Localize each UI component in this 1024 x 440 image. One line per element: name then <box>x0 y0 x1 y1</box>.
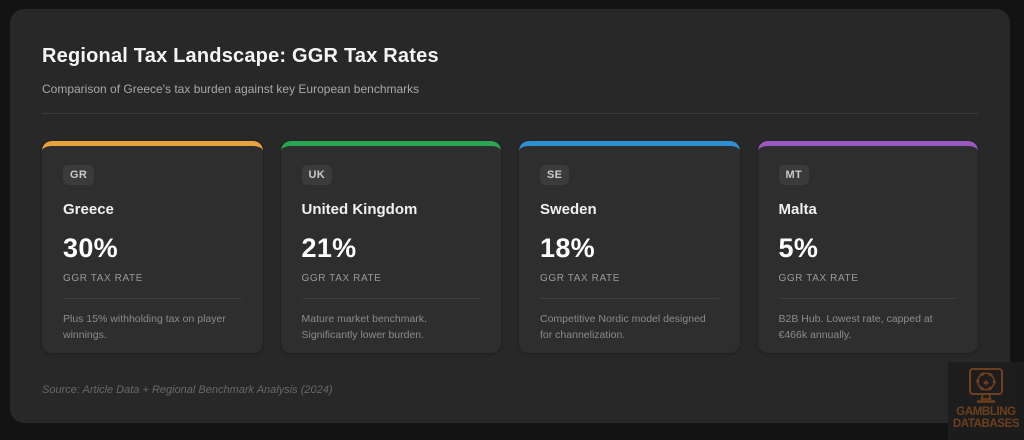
monitor-casino-chip-icon: ♠ <box>969 368 1003 403</box>
country-card-uk: UK United Kingdom 21% GGR TAX RATE Matur… <box>280 141 501 353</box>
country-note: Plus 15% withholding tax on player winni… <box>63 313 226 342</box>
main-panel: Regional Tax Landscape: GGR Tax Rates Co… <box>10 9 1010 423</box>
country-card-malta: MT Malta 5% GGR TAX RATE B2B Hub. Lowest… <box>757 141 978 353</box>
country-name: Sweden <box>540 201 597 218</box>
card-divider <box>778 298 957 299</box>
tax-rate-value: 18% <box>540 233 595 263</box>
country-note: Competitive Nordic model designed for ch… <box>540 313 706 342</box>
country-name: Malta <box>778 201 817 218</box>
card-divider <box>63 298 242 299</box>
country-name: United Kingdom <box>301 201 418 218</box>
header-divider <box>42 113 978 114</box>
tax-rate-value: 5% <box>778 233 819 263</box>
svg-text:♠: ♠ <box>983 377 989 388</box>
country-code-badge: SE <box>540 165 570 185</box>
tax-rate-label: GGR TAX RATE <box>301 273 382 284</box>
tax-rate-value: 21% <box>301 233 357 263</box>
country-note: B2B Hub. Lowest rate, capped at €466k an… <box>778 313 933 342</box>
country-code-badge: GR <box>63 165 95 185</box>
page-title: Regional Tax Landscape: GGR Tax Rates <box>42 45 439 67</box>
watermark-text-line1: GAMBLING <box>956 406 1016 418</box>
country-card-sweden: SE Sweden 18% GGR TAX RATE Competitive N… <box>519 141 740 353</box>
source-attribution: Source: Article Data + Regional Benchmar… <box>42 384 333 396</box>
tax-rate-value: 30% <box>63 233 118 263</box>
card-divider <box>301 298 480 299</box>
country-cards-row: GR Greece 30% GGR TAX RATE Plus 15% with… <box>42 141 978 353</box>
watermark-text-line2: DATABASES <box>952 417 1020 430</box>
country-code-badge: UK <box>301 165 332 185</box>
tax-rate-label: GGR TAX RATE <box>540 273 620 284</box>
country-note: Mature market benchmark. Significantly l… <box>301 313 427 342</box>
country-card-greece: GR Greece 30% GGR TAX RATE Plus 15% with… <box>42 141 263 353</box>
gambling-databases-watermark: ♠ GAMBLING DATABASES <box>948 362 1024 440</box>
tax-rate-label: GGR TAX RATE <box>63 273 143 284</box>
tax-rate-label: GGR TAX RATE <box>778 273 859 284</box>
country-name: Greece <box>63 201 114 218</box>
page-subtitle: Comparison of Greece's tax burden agains… <box>42 82 420 96</box>
country-code-badge: MT <box>778 165 809 185</box>
card-divider <box>540 298 719 299</box>
